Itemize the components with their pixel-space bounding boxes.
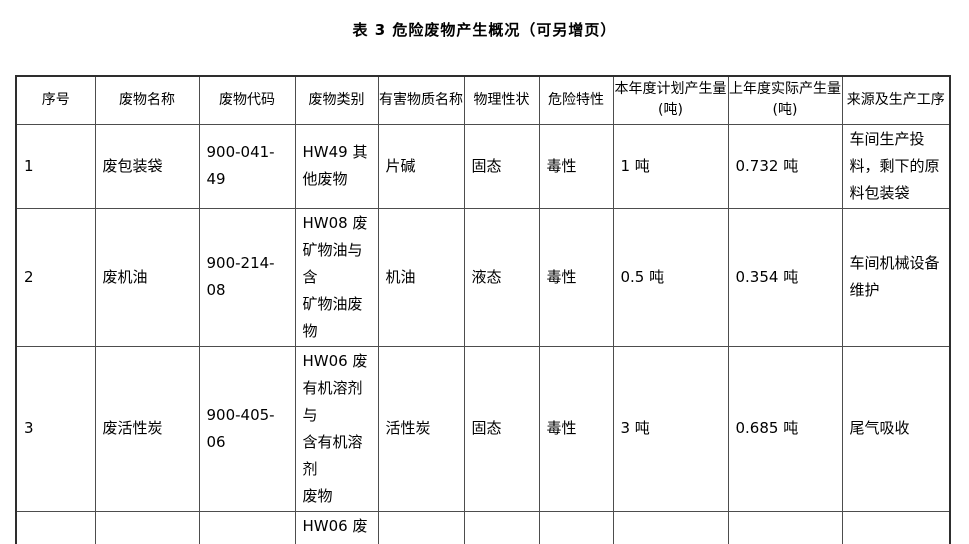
cell-waste-name: 废活性炭 xyxy=(94,345,200,512)
cell-physical-state: 固态 xyxy=(463,123,540,209)
col-header-actual-amount: 上年度实际产生量 (吨) xyxy=(727,75,843,125)
cell-hazard: 易燃性 xyxy=(538,510,614,544)
cell-planned-amount: 1 吨 xyxy=(612,123,729,209)
cell-source: 车间生产投 料，剩下的原 料包装袋 xyxy=(841,123,951,209)
hazardous-waste-table: 序号 废物名称 废物代码 废物类别 有害物质名称 物理性状 危险特性 本年度计划… xyxy=(15,75,951,544)
cell-hazard: 毒性 xyxy=(538,345,614,512)
cell-waste-name: 废包装袋 xyxy=(94,123,200,209)
cell-waste-category: HW08 废 矿物油与含 矿物油废物 xyxy=(294,207,379,347)
col-header-planned-amount: 本年度计划产生量 (吨) xyxy=(612,75,729,125)
cell-planned-amount: 3 吨 xyxy=(612,345,729,512)
col-header-no: 序号 xyxy=(15,75,96,125)
col-header-physical-state: 物理性状 xyxy=(463,75,540,125)
cell-source: 车间机械设备 维护 xyxy=(841,207,951,347)
cell-physical-state: 固态 xyxy=(463,345,540,512)
cell-source: 尾气吸收 xyxy=(841,345,951,512)
cell-source: 车间精馏 xyxy=(841,510,951,544)
cell-actual-amount: 13.913 吨 xyxy=(727,510,843,544)
col-header-waste-code: 废物代码 xyxy=(198,75,296,125)
header-row: 序号 废物名称 废物代码 废物类别 有害物质名称 物理性状 危险特性 本年度计划… xyxy=(15,75,951,125)
cell-physical-state: 液态 xyxy=(463,207,540,347)
cell-planned-amount: 15 吨 xyxy=(612,510,729,544)
cell-waste-code: 900-405- 06 xyxy=(198,345,296,512)
col-header-substance: 有害物质名称 xyxy=(377,75,465,125)
cell-substance: DMF xyxy=(377,510,465,544)
cell-actual-amount: 0.732 吨 xyxy=(727,123,843,209)
cell-actual-amount: 0.685 吨 xyxy=(727,345,843,512)
cell-waste-code: 900-402- 06 xyxy=(198,510,296,544)
cell-waste-category: HW49 其 他废物 xyxy=(294,123,379,209)
cell-planned-amount: 0.5 吨 xyxy=(612,207,729,347)
cell-substance: 片碱 xyxy=(377,123,465,209)
table-title: 表 3 危险废物产生概况（可另增页） xyxy=(352,21,617,39)
cell-waste-category: HW06 废 有机溶剂与 含有机溶剂 废物 xyxy=(294,510,379,544)
cell-hazard: 毒性 xyxy=(538,207,614,347)
cell-no: 3 xyxy=(15,345,96,512)
cell-waste-name: 精馏残液 xyxy=(94,510,200,544)
cell-no: 4 xyxy=(15,510,96,544)
cell-actual-amount: 0.354 吨 xyxy=(727,207,843,347)
col-header-waste-category: 废物类别 xyxy=(294,75,379,125)
col-header-hazard: 危险特性 xyxy=(538,75,614,125)
cell-no: 1 xyxy=(15,123,96,209)
cell-physical-state: 液态 xyxy=(463,510,540,544)
table-row: 3 废活性炭 900-405- 06 HW06 废 有机溶剂与 含有机溶剂 废物… xyxy=(15,345,951,512)
table-row: 4 精馏残液 900-402- 06 HW06 废 有机溶剂与 含有机溶剂 废物… xyxy=(15,510,951,544)
table-row: 2 废机油 900-214- 08 HW08 废 矿物油与含 矿物油废物 机油 … xyxy=(15,207,951,347)
col-header-source: 来源及生产工序 xyxy=(841,75,951,125)
table-row: 1 废包装袋 900-041- 49 HW49 其 他废物 片碱 固态 毒性 1… xyxy=(15,123,951,209)
cell-substance: 机油 xyxy=(377,207,465,347)
cell-substance: 活性炭 xyxy=(377,345,465,512)
cell-waste-category: HW06 废 有机溶剂与 含有机溶剂 废物 xyxy=(294,345,379,512)
cell-waste-name: 废机油 xyxy=(94,207,200,347)
cell-hazard: 毒性 xyxy=(538,123,614,209)
cell-waste-code: 900-214- 08 xyxy=(198,207,296,347)
cell-waste-code: 900-041- 49 xyxy=(198,123,296,209)
cell-no: 2 xyxy=(15,207,96,347)
col-header-waste-name: 废物名称 xyxy=(94,75,200,125)
